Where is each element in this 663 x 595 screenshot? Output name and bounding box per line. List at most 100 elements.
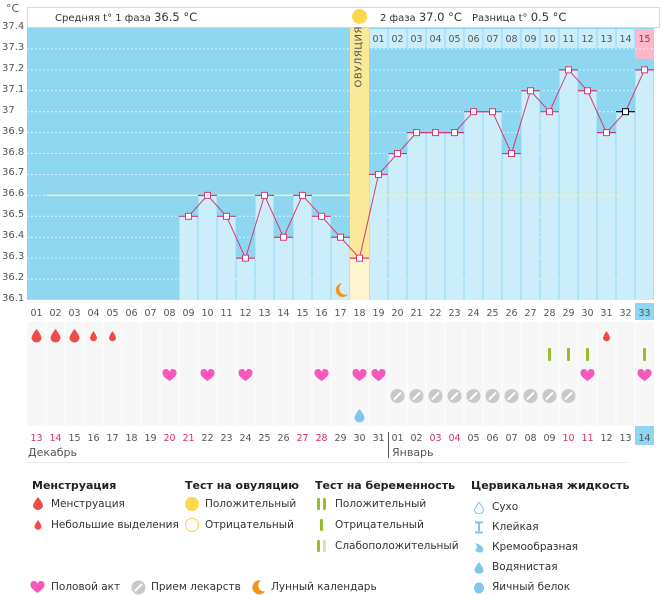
temperature-point[interactable] (546, 108, 553, 116)
temperature-point[interactable] (470, 108, 477, 116)
chart-header (27, 7, 660, 28)
x-tick-label: 28 (543, 308, 555, 319)
legend-ovulation-negative: Отрицательный (205, 519, 294, 531)
y-tick-label: 37 (2, 104, 15, 116)
legend-pregnancy-test-title: Тест на беременность (315, 479, 456, 492)
ovulation-label-text: ОВУЛЯЦИЯ (353, 26, 365, 88)
phase2-day-label: 07 (486, 34, 498, 45)
spotting-drop-icon (109, 331, 116, 342)
temperature-point[interactable] (185, 212, 192, 220)
temperature-point[interactable] (223, 212, 230, 220)
x-tick-label: 05 (106, 308, 118, 319)
temperature-bar (388, 153, 407, 300)
ovulation-column (350, 28, 369, 300)
intercourse-heart-icon (162, 368, 177, 381)
temperature-bar (635, 69, 654, 300)
legend-cervical-eggwhite: Яичный белок (492, 581, 571, 593)
x-tick-label: 15 (296, 308, 308, 319)
legend-medication: Прием лекарств (151, 581, 241, 593)
x-tick-label: 13 (258, 308, 270, 319)
temperature-point[interactable] (337, 233, 344, 241)
temperature-point[interactable] (527, 87, 534, 95)
legend-pregnancy-weak: Слабоположительный (335, 540, 459, 552)
calendar-date-label: 08 (524, 433, 536, 444)
pill-stripe (431, 392, 440, 400)
x-tick-label: 06 (125, 308, 137, 319)
temperature-point[interactable] (356, 254, 363, 262)
x-tick-label: 33 (638, 308, 650, 319)
temperature-bar (369, 174, 388, 300)
temperature-point[interactable] (280, 233, 287, 241)
phase2-day-cell (426, 29, 445, 48)
cervical-eggwhite-icon (474, 582, 484, 594)
x-tick-label: 25 (486, 308, 498, 319)
temperature-point[interactable] (451, 129, 458, 137)
calendar-date-label: 23 (220, 433, 232, 444)
intercourse-heart-icon (314, 368, 329, 381)
phase2-day-label: 06 (467, 34, 479, 45)
phase2-day-cell (578, 29, 597, 48)
phase2-day-cell (616, 29, 635, 48)
moon-icon (252, 580, 265, 595)
x-tick-label: 20 (391, 308, 403, 319)
temperature-point[interactable] (641, 66, 648, 74)
temperature-bar (350, 258, 369, 300)
x-tick-label: 08 (163, 308, 175, 319)
calendar-date-label: 14 (49, 433, 61, 444)
phase1-average: Средняя t° 1 фаза 36.5 °C (55, 10, 197, 24)
phase2-day-label: 02 (391, 34, 403, 45)
temperature-point[interactable] (204, 191, 211, 199)
temperature-point[interactable] (565, 66, 572, 74)
pregnancy-test-negative-icon (548, 348, 551, 361)
diff-value: 0.5 °C (530, 10, 567, 24)
legend-ovulation-positive: Положительный (205, 498, 297, 510)
phase2-day-label: 10 (543, 34, 555, 45)
phase2-day-cell (559, 29, 578, 48)
temperature-point[interactable] (584, 87, 591, 95)
temperature-point[interactable] (375, 170, 382, 178)
temperature-point[interactable] (413, 129, 420, 137)
calendar-date-label: 09 (543, 433, 555, 444)
calendar-date-label: 18 (125, 433, 137, 444)
temperature-point[interactable] (299, 191, 306, 199)
calendar-date-label: 16 (87, 433, 99, 444)
calendar-date-label: 24 (239, 433, 251, 444)
temperature-bar (426, 132, 445, 300)
y-tick-label: 37.1 (2, 83, 25, 95)
temperature-point[interactable] (603, 129, 610, 137)
temperature-point[interactable] (489, 108, 496, 116)
temperature-point[interactable] (508, 150, 515, 158)
temperature-bar (274, 237, 293, 300)
temperature-point[interactable] (394, 150, 401, 158)
phase2-label: 2 фаза (380, 13, 416, 24)
x-tick-label: 32 (619, 308, 631, 319)
current-date-bg (635, 426, 654, 445)
temperature-point[interactable] (622, 108, 629, 116)
phase2-day-label: 13 (600, 34, 612, 45)
y-tick-label: 37.4 (2, 21, 25, 32)
temperature-point[interactable] (242, 254, 249, 262)
x-tick-label: 22 (429, 308, 441, 319)
y-tick-label: 36.9 (2, 125, 25, 137)
calendar-date-label: 07 (505, 433, 517, 444)
temperature-bar (179, 216, 198, 300)
temperature-point[interactable] (318, 212, 325, 220)
calendar-date-label: 03 (429, 433, 441, 444)
legend-menstruation-item: Менструация (51, 498, 125, 510)
x-tick-label: 03 (68, 308, 80, 319)
legend-pregnancy-negative: Отрицательный (335, 519, 424, 531)
menstruation-drop-icon (69, 329, 80, 343)
cervical-dry-icon (473, 501, 485, 514)
temperature-point[interactable] (432, 129, 439, 137)
temperature-bar (255, 195, 274, 300)
legend-intercourse: Половой акт (51, 581, 121, 593)
ovulation-test-positive-icon[interactable] (352, 9, 367, 24)
x-tick-label: 18 (353, 308, 365, 319)
y-tick-label: 36.1 (2, 293, 25, 304)
temperature-point[interactable] (261, 191, 268, 199)
phase2-day-cell (464, 29, 483, 48)
phase2-day-label: 09 (524, 34, 536, 45)
cervical-watery-icon (354, 409, 365, 423)
spotting-drop-icon (603, 331, 610, 342)
legend-cervical-sticky: Клейкая (492, 521, 539, 533)
